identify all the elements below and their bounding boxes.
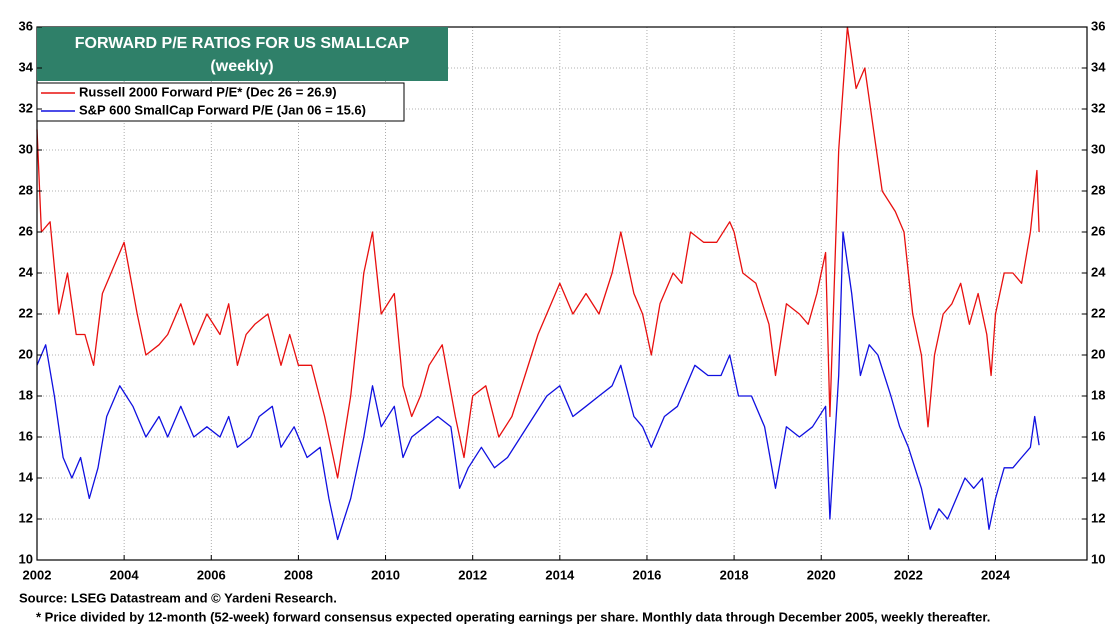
- y-tick-label: 24: [19, 264, 34, 279]
- y2-tick-label: 20: [1091, 346, 1105, 361]
- y-tick-label: 34: [19, 59, 34, 74]
- y2-tick-label: 32: [1091, 100, 1105, 115]
- y-tick-label: 30: [19, 141, 33, 156]
- series-line: [36, 26, 1040, 479]
- x-tick-label: 2004: [110, 567, 140, 582]
- y2-tick-label: 24: [1091, 264, 1106, 279]
- y2-tick-label: 28: [1091, 182, 1105, 197]
- x-tick-label: 2020: [807, 567, 836, 582]
- y2-tick-label: 36: [1091, 18, 1105, 33]
- y-tick-label: 16: [19, 428, 33, 443]
- y2-tick-label: 30: [1091, 141, 1105, 156]
- title-box: [37, 27, 448, 81]
- series-line: [36, 231, 1040, 541]
- x-tick-label: 2018: [720, 567, 749, 582]
- y-tick-label: 32: [19, 100, 33, 115]
- y2-tick-label: 16: [1091, 428, 1105, 443]
- x-tick-label: 2016: [632, 567, 661, 582]
- x-tick-label: 2022: [894, 567, 923, 582]
- y-tick-label: 26: [19, 223, 33, 238]
- y-tick-label: 22: [19, 305, 33, 320]
- footnote: * Price divided by 12-month (52-week) fo…: [36, 609, 990, 624]
- y2-tick-label: 18: [1091, 387, 1105, 402]
- y-tick-label: 10: [19, 551, 33, 566]
- x-tick-label: 2006: [197, 567, 226, 582]
- y-tick-label: 20: [19, 346, 33, 361]
- x-tick-label: 2002: [23, 567, 52, 582]
- x-tick-label: 2014: [545, 567, 575, 582]
- y2-tick-label: 34: [1091, 59, 1106, 74]
- y2-tick-label: 26: [1091, 223, 1105, 238]
- chart-subtitle: (weekly): [210, 58, 273, 75]
- y-tick-label: 28: [19, 182, 33, 197]
- legend-label: S&P 600 SmallCap Forward P/E (Jan 06 = 1…: [79, 102, 366, 117]
- y-tick-label: 36: [19, 18, 33, 33]
- y2-tick-label: 14: [1091, 469, 1106, 484]
- x-tick-label: 2024: [981, 567, 1011, 582]
- legend-box: [36, 82, 405, 122]
- y-tick-label: 18: [19, 387, 33, 402]
- x-tick-label: 2010: [371, 567, 400, 582]
- y-tick-label: 12: [19, 510, 33, 525]
- y-tick-label: 14: [19, 469, 34, 484]
- chart-title: FORWARD P/E RATIOS FOR US SMALLCAP: [75, 35, 410, 52]
- y2-tick-label: 10: [1091, 551, 1105, 566]
- legend-label: Russell 2000 Forward P/E* (Dec 26 = 26.9…: [79, 84, 337, 99]
- source-note: Source: LSEG Datastream and © Yardeni Re…: [19, 590, 337, 605]
- x-tick-label: 2012: [458, 567, 487, 582]
- y2-tick-label: 12: [1091, 510, 1105, 525]
- x-tick-label: 2008: [284, 567, 313, 582]
- y2-tick-label: 22: [1091, 305, 1105, 320]
- plot-frame: [36, 26, 1088, 561]
